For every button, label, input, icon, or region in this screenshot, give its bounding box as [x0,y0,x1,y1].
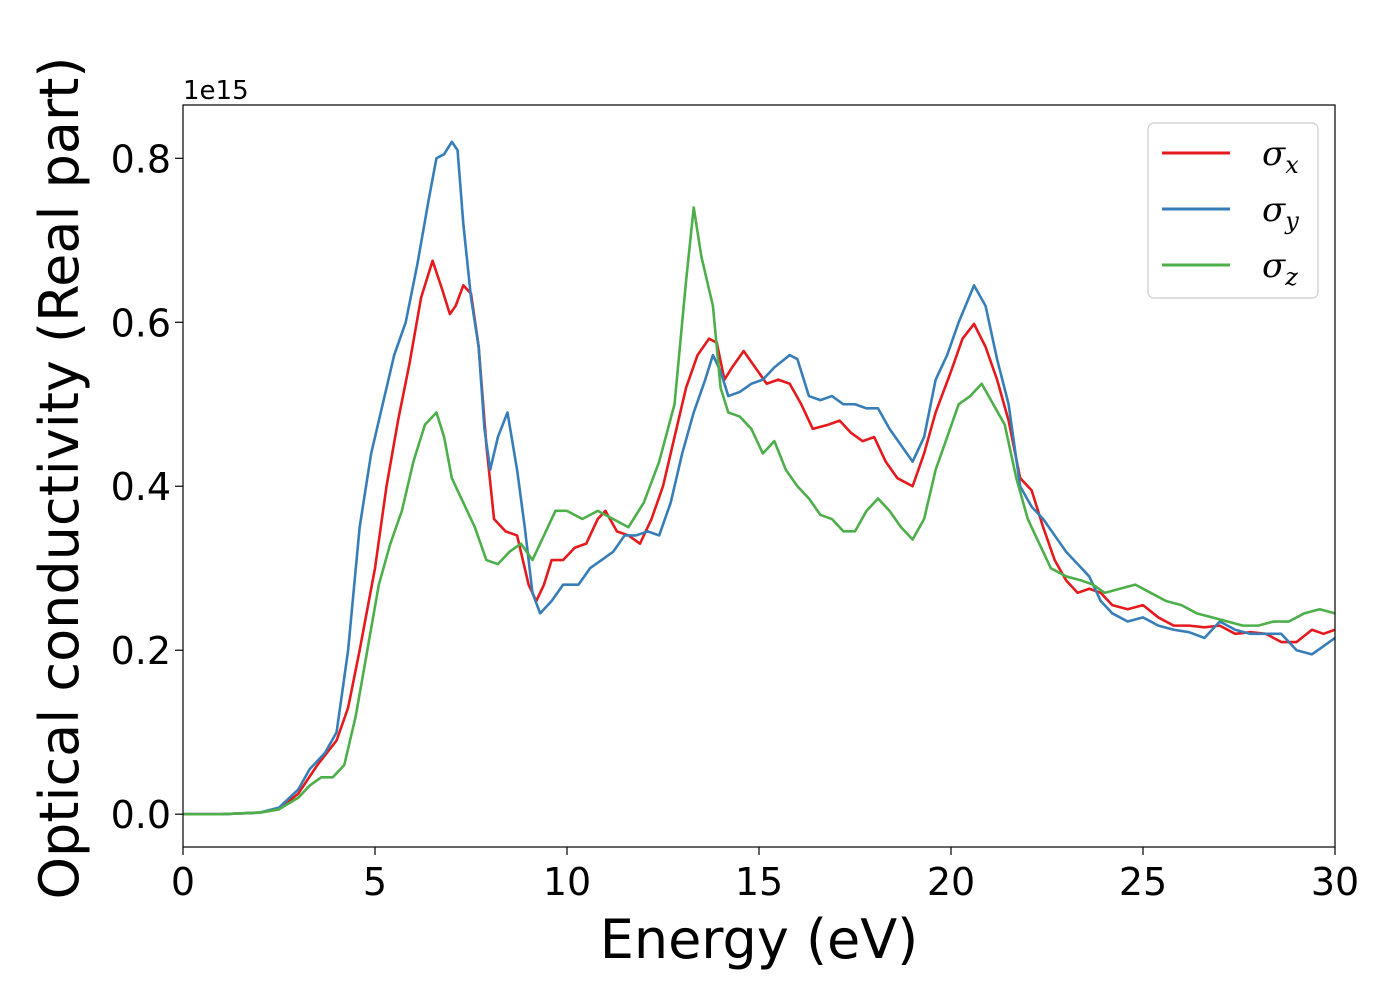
x-tick-label: 5 [363,860,387,904]
x-tick-label: 20 [927,860,975,904]
y-axis: 0.0 0.2 0.4 0.6 0.8 [111,137,183,837]
y-axis-title: Optical conductivity (Real part) [28,57,91,900]
series-line-x [183,259,1335,816]
legend-box [1147,122,1319,299]
x-tick-label: 0 [171,860,195,904]
legend-item-y: σy [1162,190,1299,235]
x-axis-title: Energy (eV) [600,908,919,971]
y-tick-label: 0.6 [111,301,171,345]
series-line-y [183,140,1335,816]
x-axis: 0 5 10 15 20 25 30 [171,847,1359,904]
legend-label: σz [1262,246,1298,291]
x-tick-label: 10 [543,860,591,904]
legend-label: σx [1262,134,1299,179]
y-tick-label: 0.0 [111,793,171,837]
legend-item-z: σz [1162,246,1298,291]
legend-label: σy [1262,190,1299,235]
legend-item-x: σx [1162,134,1299,179]
x-tick-label: 25 [1119,860,1167,904]
x-tick-label: 15 [735,860,783,904]
y-tick-label: 0.8 [111,137,171,181]
y-tick-label: 0.4 [111,465,171,509]
series-line-z [183,206,1335,816]
x-tick-label: 30 [1311,860,1359,904]
y-offset-label: 1e15 [183,76,249,106]
y-tick-label: 0.2 [111,629,171,673]
legend: σx σy σz [1147,122,1319,299]
